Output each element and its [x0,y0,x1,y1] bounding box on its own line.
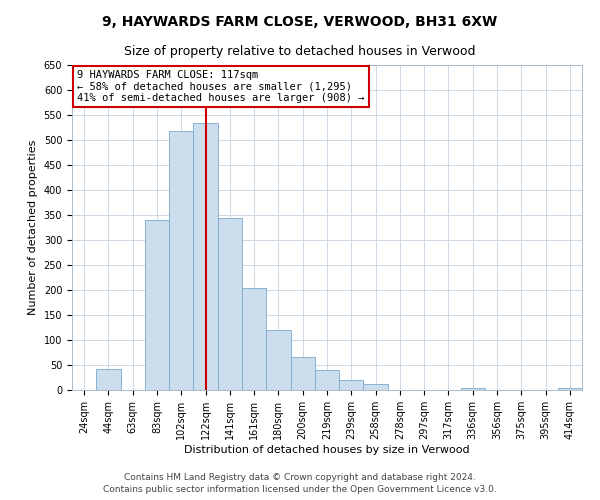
Bar [558,388,582,390]
Text: Contains public sector information licensed under the Open Government Licence v3: Contains public sector information licen… [103,485,497,494]
Bar [242,288,266,390]
Bar [169,131,193,390]
Text: Contains HM Land Registry data © Crown copyright and database right 2024.: Contains HM Land Registry data © Crown c… [124,472,476,482]
Text: 9, HAYWARDS FARM CLOSE, VERWOOD, BH31 6XW: 9, HAYWARDS FARM CLOSE, VERWOOD, BH31 6X… [103,15,497,29]
X-axis label: Distribution of detached houses by size in Verwood: Distribution of detached houses by size … [184,444,470,454]
Bar [218,218,242,390]
Text: Size of property relative to detached houses in Verwood: Size of property relative to detached ho… [124,45,476,58]
Y-axis label: Number of detached properties: Number of detached properties [28,140,38,315]
Bar [266,330,290,390]
Bar [145,220,169,390]
Bar [315,370,339,390]
Bar [290,357,315,390]
Bar [96,369,121,390]
Bar [461,388,485,390]
Bar [339,380,364,390]
Text: 9 HAYWARDS FARM CLOSE: 117sqm
← 58% of detached houses are smaller (1,295)
41% o: 9 HAYWARDS FARM CLOSE: 117sqm ← 58% of d… [77,70,365,103]
Bar [193,122,218,390]
Bar [364,384,388,390]
